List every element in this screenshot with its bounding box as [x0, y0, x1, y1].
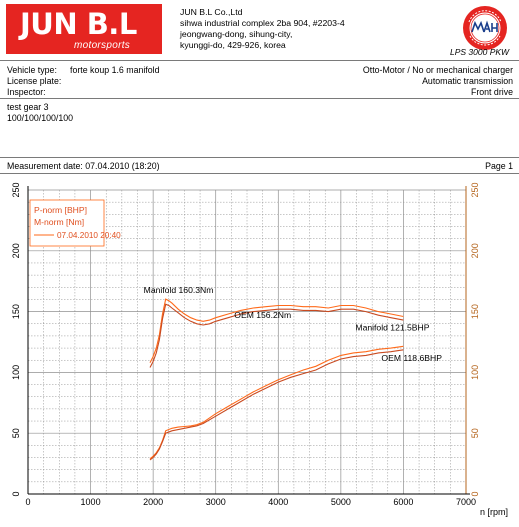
x-axis-label: n [rpm] [480, 507, 508, 517]
x-tick-label: 4000 [268, 497, 288, 507]
chart-annotation: Manifold 160.3Nm [144, 285, 214, 295]
y-tick-label-right: 50 [470, 428, 480, 438]
company-line: jeongwang-dong, sihung-city, [180, 29, 293, 39]
y-tick-label-right: 100 [470, 365, 480, 380]
y-tick-label-left: 100 [11, 365, 21, 380]
license-plate-label: License plate: [7, 76, 62, 86]
y-tick-label-left: 0 [11, 491, 21, 496]
company-line: kyunggi-do, 429-926, korea [180, 40, 286, 50]
test-values: 100/100/100/100 [7, 113, 74, 123]
y-tick-label-right: 250 [470, 182, 480, 197]
company-logo: JUN B.L motorsports [6, 4, 162, 54]
page-number: Page 1 [485, 161, 513, 171]
vehicle-type-label: Vehicle type: [7, 65, 57, 75]
legend-entry: M-norm [Nm] [34, 217, 84, 227]
inspector-label: Inspector: [7, 87, 46, 97]
x-tick-label: 3000 [206, 497, 226, 507]
test-name: test gear 3 [7, 102, 49, 112]
logo-subtitle: motorsports [74, 40, 131, 51]
chart-series [149, 298, 404, 461]
series-line [149, 349, 404, 461]
company-line: sihwa industrial complex 2ba 904, #2203-… [180, 18, 345, 28]
dyno-model-label: LPS 3000 PKW [450, 47, 510, 57]
drive-type: Front drive [470, 87, 513, 97]
legend-entry: P-norm [BHP] [34, 205, 87, 215]
company-address: JUN B.L Co.,Ltd sihwa industrial complex… [180, 7, 345, 51]
chart-annotation: Manifold 121.5BHP [355, 322, 429, 332]
y-tick-label-right: 150 [470, 304, 480, 319]
chart-annotation: OEM 156.2Nm [234, 310, 291, 320]
x-tick-label: 2000 [143, 497, 163, 507]
series-line [149, 298, 404, 363]
y-tick-label-right: 200 [470, 243, 480, 258]
company-line: JUN B.L Co.,Ltd [180, 7, 243, 17]
divider [0, 173, 519, 174]
x-tick-label: 6000 [393, 497, 413, 507]
vehicle-type-value: forte koup 1.6 manifold [70, 65, 160, 75]
legend-box [29, 199, 105, 247]
chart-annotation: OEM 118.6BHP [381, 353, 442, 363]
y-tick-label-left: 200 [11, 243, 21, 258]
divider [0, 98, 519, 99]
measurement-date: Measurement date: 07.04.2010 (18:20) [7, 161, 160, 171]
divider [0, 60, 519, 61]
y-tick-label-left: 250 [11, 182, 21, 197]
x-tick-label: 1000 [81, 497, 101, 507]
maha-seal-icon [463, 6, 507, 50]
chart-annotations: Manifold 160.3Nm OEM 156.2Nm Manifold 121.… [144, 285, 443, 363]
transmission-type: Automatic transmission [422, 76, 513, 86]
legend-entry: 07.04.2010 20:40 [57, 231, 121, 240]
series-line [149, 345, 404, 460]
x-tick-label: 5000 [331, 497, 351, 507]
logo-wordmark: JUN B.L [20, 7, 137, 41]
divider [0, 157, 519, 158]
x-tick-label: 0 [25, 497, 30, 507]
x-tick-label: 7000 [456, 497, 476, 507]
engine-type: Otto-Motor / No or mechanical charger [362, 65, 513, 75]
chart-legend: P-norm [BHP] M-norm [Nm] 07.04.2010 20:40 [29, 199, 121, 247]
chart-axes [27, 186, 470, 495]
y-tick-label-right: 0 [470, 491, 480, 496]
y-tick-label-left: 50 [11, 428, 21, 438]
series-line [149, 303, 404, 368]
y-tick-label-left: 150 [11, 304, 21, 319]
